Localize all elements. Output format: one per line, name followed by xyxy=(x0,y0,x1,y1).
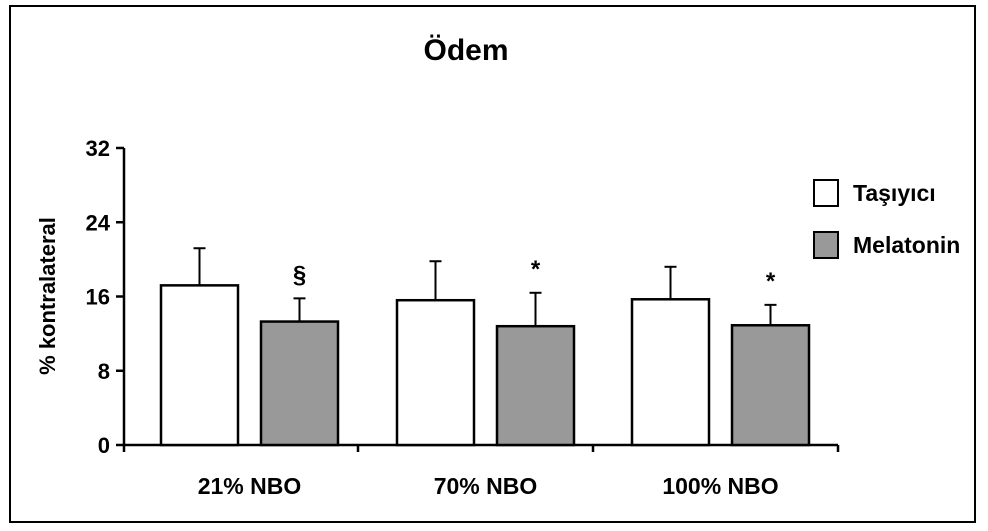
bar xyxy=(395,298,476,447)
y-axis-label: % kontralateral xyxy=(35,217,60,375)
bar xyxy=(159,284,240,447)
legend-label: Taşıyıcı xyxy=(853,180,936,206)
bar xyxy=(259,320,340,447)
y-tick-label: 24 xyxy=(86,210,111,235)
legend-label: Melatonin xyxy=(853,232,960,258)
significance-marker: § xyxy=(293,261,306,288)
significance-marker: * xyxy=(531,256,541,283)
y-tick-label: 32 xyxy=(86,136,110,161)
significance-marker: * xyxy=(766,268,776,295)
legend: Taşıyıcı Melatonin xyxy=(813,179,960,259)
bar xyxy=(495,324,576,447)
y-tick-label: 16 xyxy=(86,285,110,310)
chart-title: Ödem xyxy=(423,34,508,67)
legend-swatch xyxy=(813,231,839,259)
x-tick-label: 100% NBO xyxy=(662,473,778,499)
plot-area: 0 8 16 24 32 21% NBO 70% NBO 100% NBO § * * xyxy=(86,136,840,499)
y-tick-label: 8 xyxy=(98,359,110,384)
legend-swatch xyxy=(813,179,839,207)
x-tick-label: 70% NBO xyxy=(434,473,538,499)
y-tick-label: 0 xyxy=(98,433,110,458)
x-tick-label: 21% NBO xyxy=(198,473,302,499)
bar xyxy=(630,298,711,447)
bar xyxy=(730,324,811,447)
